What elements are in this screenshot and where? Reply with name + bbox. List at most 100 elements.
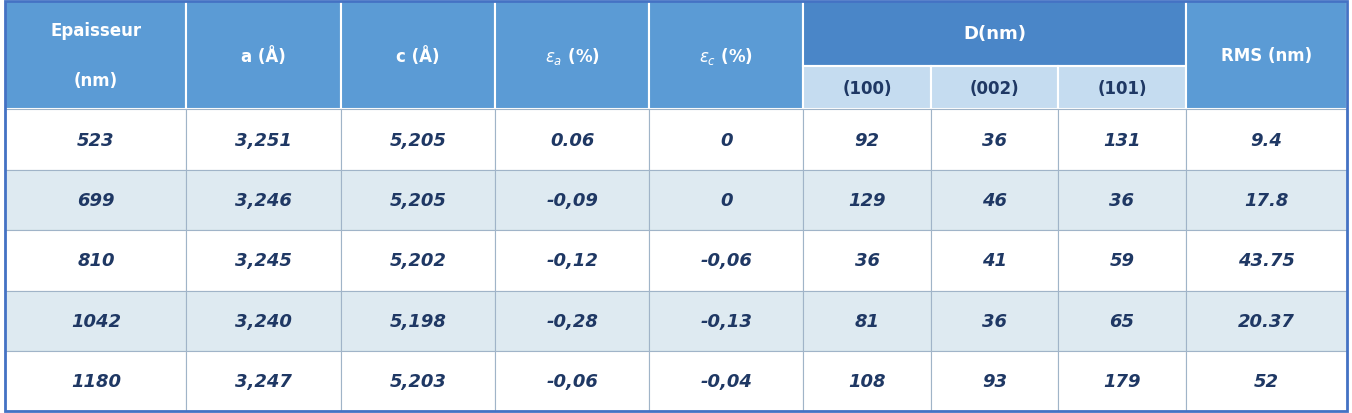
Text: 5,205: 5,205 <box>389 131 446 150</box>
Bar <box>1059 110 1186 171</box>
Bar <box>930 171 1059 231</box>
Bar <box>341 231 495 291</box>
Bar <box>187 291 341 351</box>
Text: 3,246: 3,246 <box>235 192 292 209</box>
Bar <box>803 2 1186 67</box>
Text: 81: 81 <box>854 312 880 330</box>
Text: 129: 129 <box>848 192 886 209</box>
Bar <box>1186 351 1347 411</box>
Bar <box>930 351 1059 411</box>
Text: 43.75: 43.75 <box>1237 252 1295 270</box>
Bar <box>495 351 649 411</box>
Text: (101): (101) <box>1098 80 1146 97</box>
Text: 0.06: 0.06 <box>550 131 595 150</box>
Bar <box>930 291 1059 351</box>
Bar <box>5 110 187 171</box>
Bar <box>187 231 341 291</box>
Text: 52: 52 <box>1253 372 1279 390</box>
Text: -0,28: -0,28 <box>546 312 598 330</box>
Bar <box>1186 171 1347 231</box>
Text: 93: 93 <box>982 372 1007 390</box>
Bar <box>803 231 930 291</box>
Text: 59: 59 <box>1110 252 1134 270</box>
Text: 810: 810 <box>77 252 115 270</box>
Text: (002): (002) <box>969 80 1019 97</box>
Bar <box>649 231 803 291</box>
Text: 41: 41 <box>982 252 1007 270</box>
Text: 92: 92 <box>854 131 880 150</box>
Text: 179: 179 <box>1103 372 1141 390</box>
Bar <box>1059 291 1186 351</box>
Text: -0,13: -0,13 <box>700 312 752 330</box>
Text: Epaisseur

(nm): Epaisseur (nm) <box>50 22 142 90</box>
Bar <box>495 110 649 171</box>
Bar <box>930 67 1059 110</box>
Text: 5,205: 5,205 <box>389 192 446 209</box>
Text: 699: 699 <box>77 192 115 209</box>
Bar <box>1186 2 1347 110</box>
Bar <box>187 2 341 110</box>
Text: D(nm): D(nm) <box>963 25 1026 43</box>
Bar <box>649 351 803 411</box>
Text: $ε_c$ (%): $ε_c$ (%) <box>699 45 753 66</box>
Text: 36: 36 <box>1110 192 1134 209</box>
Bar <box>803 110 930 171</box>
Bar <box>495 231 649 291</box>
Bar <box>495 2 649 110</box>
Bar <box>1186 291 1347 351</box>
Text: 108: 108 <box>848 372 886 390</box>
Text: 36: 36 <box>982 131 1007 150</box>
Bar <box>341 291 495 351</box>
Bar <box>1186 110 1347 171</box>
Bar <box>803 171 930 231</box>
Bar <box>495 291 649 351</box>
Bar <box>1059 171 1186 231</box>
Bar <box>930 231 1059 291</box>
Bar <box>341 171 495 231</box>
Bar <box>5 351 187 411</box>
Text: -0,09: -0,09 <box>546 192 598 209</box>
Bar <box>341 110 495 171</box>
Text: $ε_a$ (%): $ε_a$ (%) <box>545 45 599 66</box>
Text: -0,12: -0,12 <box>546 252 598 270</box>
Text: -0,04: -0,04 <box>700 372 752 390</box>
Text: a (Å): a (Å) <box>241 47 287 65</box>
Bar <box>649 110 803 171</box>
Text: (100): (100) <box>842 80 892 97</box>
Bar <box>1059 67 1186 110</box>
Text: 36: 36 <box>982 312 1007 330</box>
Text: 3,247: 3,247 <box>235 372 292 390</box>
Bar <box>1186 231 1347 291</box>
Text: 3,245: 3,245 <box>235 252 292 270</box>
Text: 17.8: 17.8 <box>1244 192 1288 209</box>
Text: 523: 523 <box>77 131 115 150</box>
Text: 65: 65 <box>1110 312 1134 330</box>
Text: RMS (nm): RMS (nm) <box>1221 47 1311 65</box>
Bar <box>341 2 495 110</box>
Bar <box>495 171 649 231</box>
Bar <box>803 351 930 411</box>
Text: 5,202: 5,202 <box>389 252 446 270</box>
Bar <box>649 171 803 231</box>
Text: 5,198: 5,198 <box>389 312 446 330</box>
Text: 0: 0 <box>721 131 733 150</box>
Text: 5,203: 5,203 <box>389 372 446 390</box>
Text: 1180: 1180 <box>70 372 120 390</box>
Bar <box>5 231 187 291</box>
Text: 20.37: 20.37 <box>1237 312 1295 330</box>
Bar <box>5 171 187 231</box>
Text: -0,06: -0,06 <box>546 372 598 390</box>
Bar <box>187 171 341 231</box>
Bar <box>187 110 341 171</box>
Bar <box>930 110 1059 171</box>
Bar <box>5 2 187 110</box>
Text: 1042: 1042 <box>70 312 120 330</box>
Text: 46: 46 <box>982 192 1007 209</box>
Bar <box>1059 351 1186 411</box>
Bar <box>341 351 495 411</box>
Text: c (Å): c (Å) <box>396 47 439 65</box>
Bar <box>803 291 930 351</box>
Text: 9.4: 9.4 <box>1251 131 1282 150</box>
Text: 36: 36 <box>854 252 880 270</box>
Text: -0,06: -0,06 <box>700 252 752 270</box>
